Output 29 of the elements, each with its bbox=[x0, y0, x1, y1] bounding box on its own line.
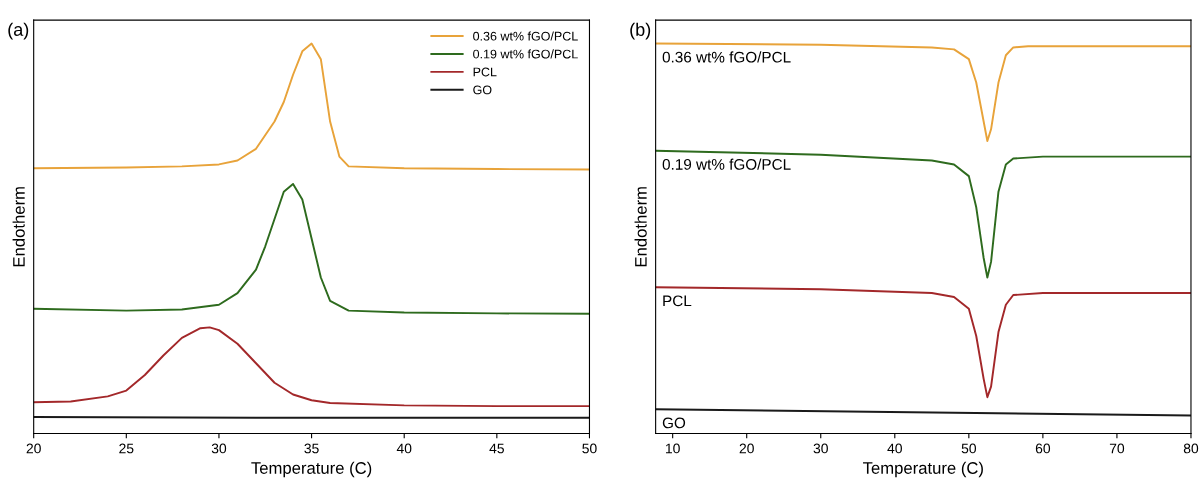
series-label: GO bbox=[662, 417, 686, 429]
x-tick-label: 50 bbox=[582, 443, 597, 454]
x-tick-label: 10 bbox=[666, 443, 680, 454]
x-axis-title: Temperature (C) bbox=[251, 461, 372, 478]
x-tick-label: 45 bbox=[489, 443, 504, 454]
series-label: PCL bbox=[663, 295, 692, 307]
x-tick-label: 70 bbox=[1109, 443, 1125, 454]
legend-label: 0.19 wt% fGO/PCL bbox=[473, 49, 578, 59]
legend-label: GO bbox=[473, 85, 492, 95]
x-tick-label: 50 bbox=[961, 443, 977, 454]
x-tick-label: 30 bbox=[211, 443, 227, 454]
x-tick-label: 20 bbox=[739, 443, 754, 454]
x-tick-label: 60 bbox=[1035, 443, 1051, 454]
x-tick-label: 40 bbox=[396, 443, 412, 454]
x-tick-label: 35 bbox=[304, 443, 319, 454]
series-label: 0.19 wt% fGO/PCL bbox=[662, 158, 791, 170]
y-axis-title: Endotherm bbox=[12, 187, 25, 267]
x-axis-title: Temperature (C) bbox=[863, 461, 983, 478]
y-axis-title: Endotherm bbox=[634, 187, 647, 267]
x-tick-label: 40 bbox=[887, 443, 902, 454]
legend-label: PCL bbox=[473, 67, 497, 77]
series-label: 0.36 wt% fGO/PCL bbox=[662, 51, 791, 63]
text: (a) bbox=[8, 22, 29, 40]
x-tick-label: 25 bbox=[119, 443, 134, 454]
x-tick-label: 20 bbox=[26, 443, 41, 454]
x-tick-label: 80 bbox=[1183, 443, 1199, 454]
x-tick-label: 30 bbox=[813, 443, 828, 454]
legend-label: 0.36 wt% fGO/PCL bbox=[473, 31, 578, 41]
text: (b) bbox=[630, 22, 651, 40]
